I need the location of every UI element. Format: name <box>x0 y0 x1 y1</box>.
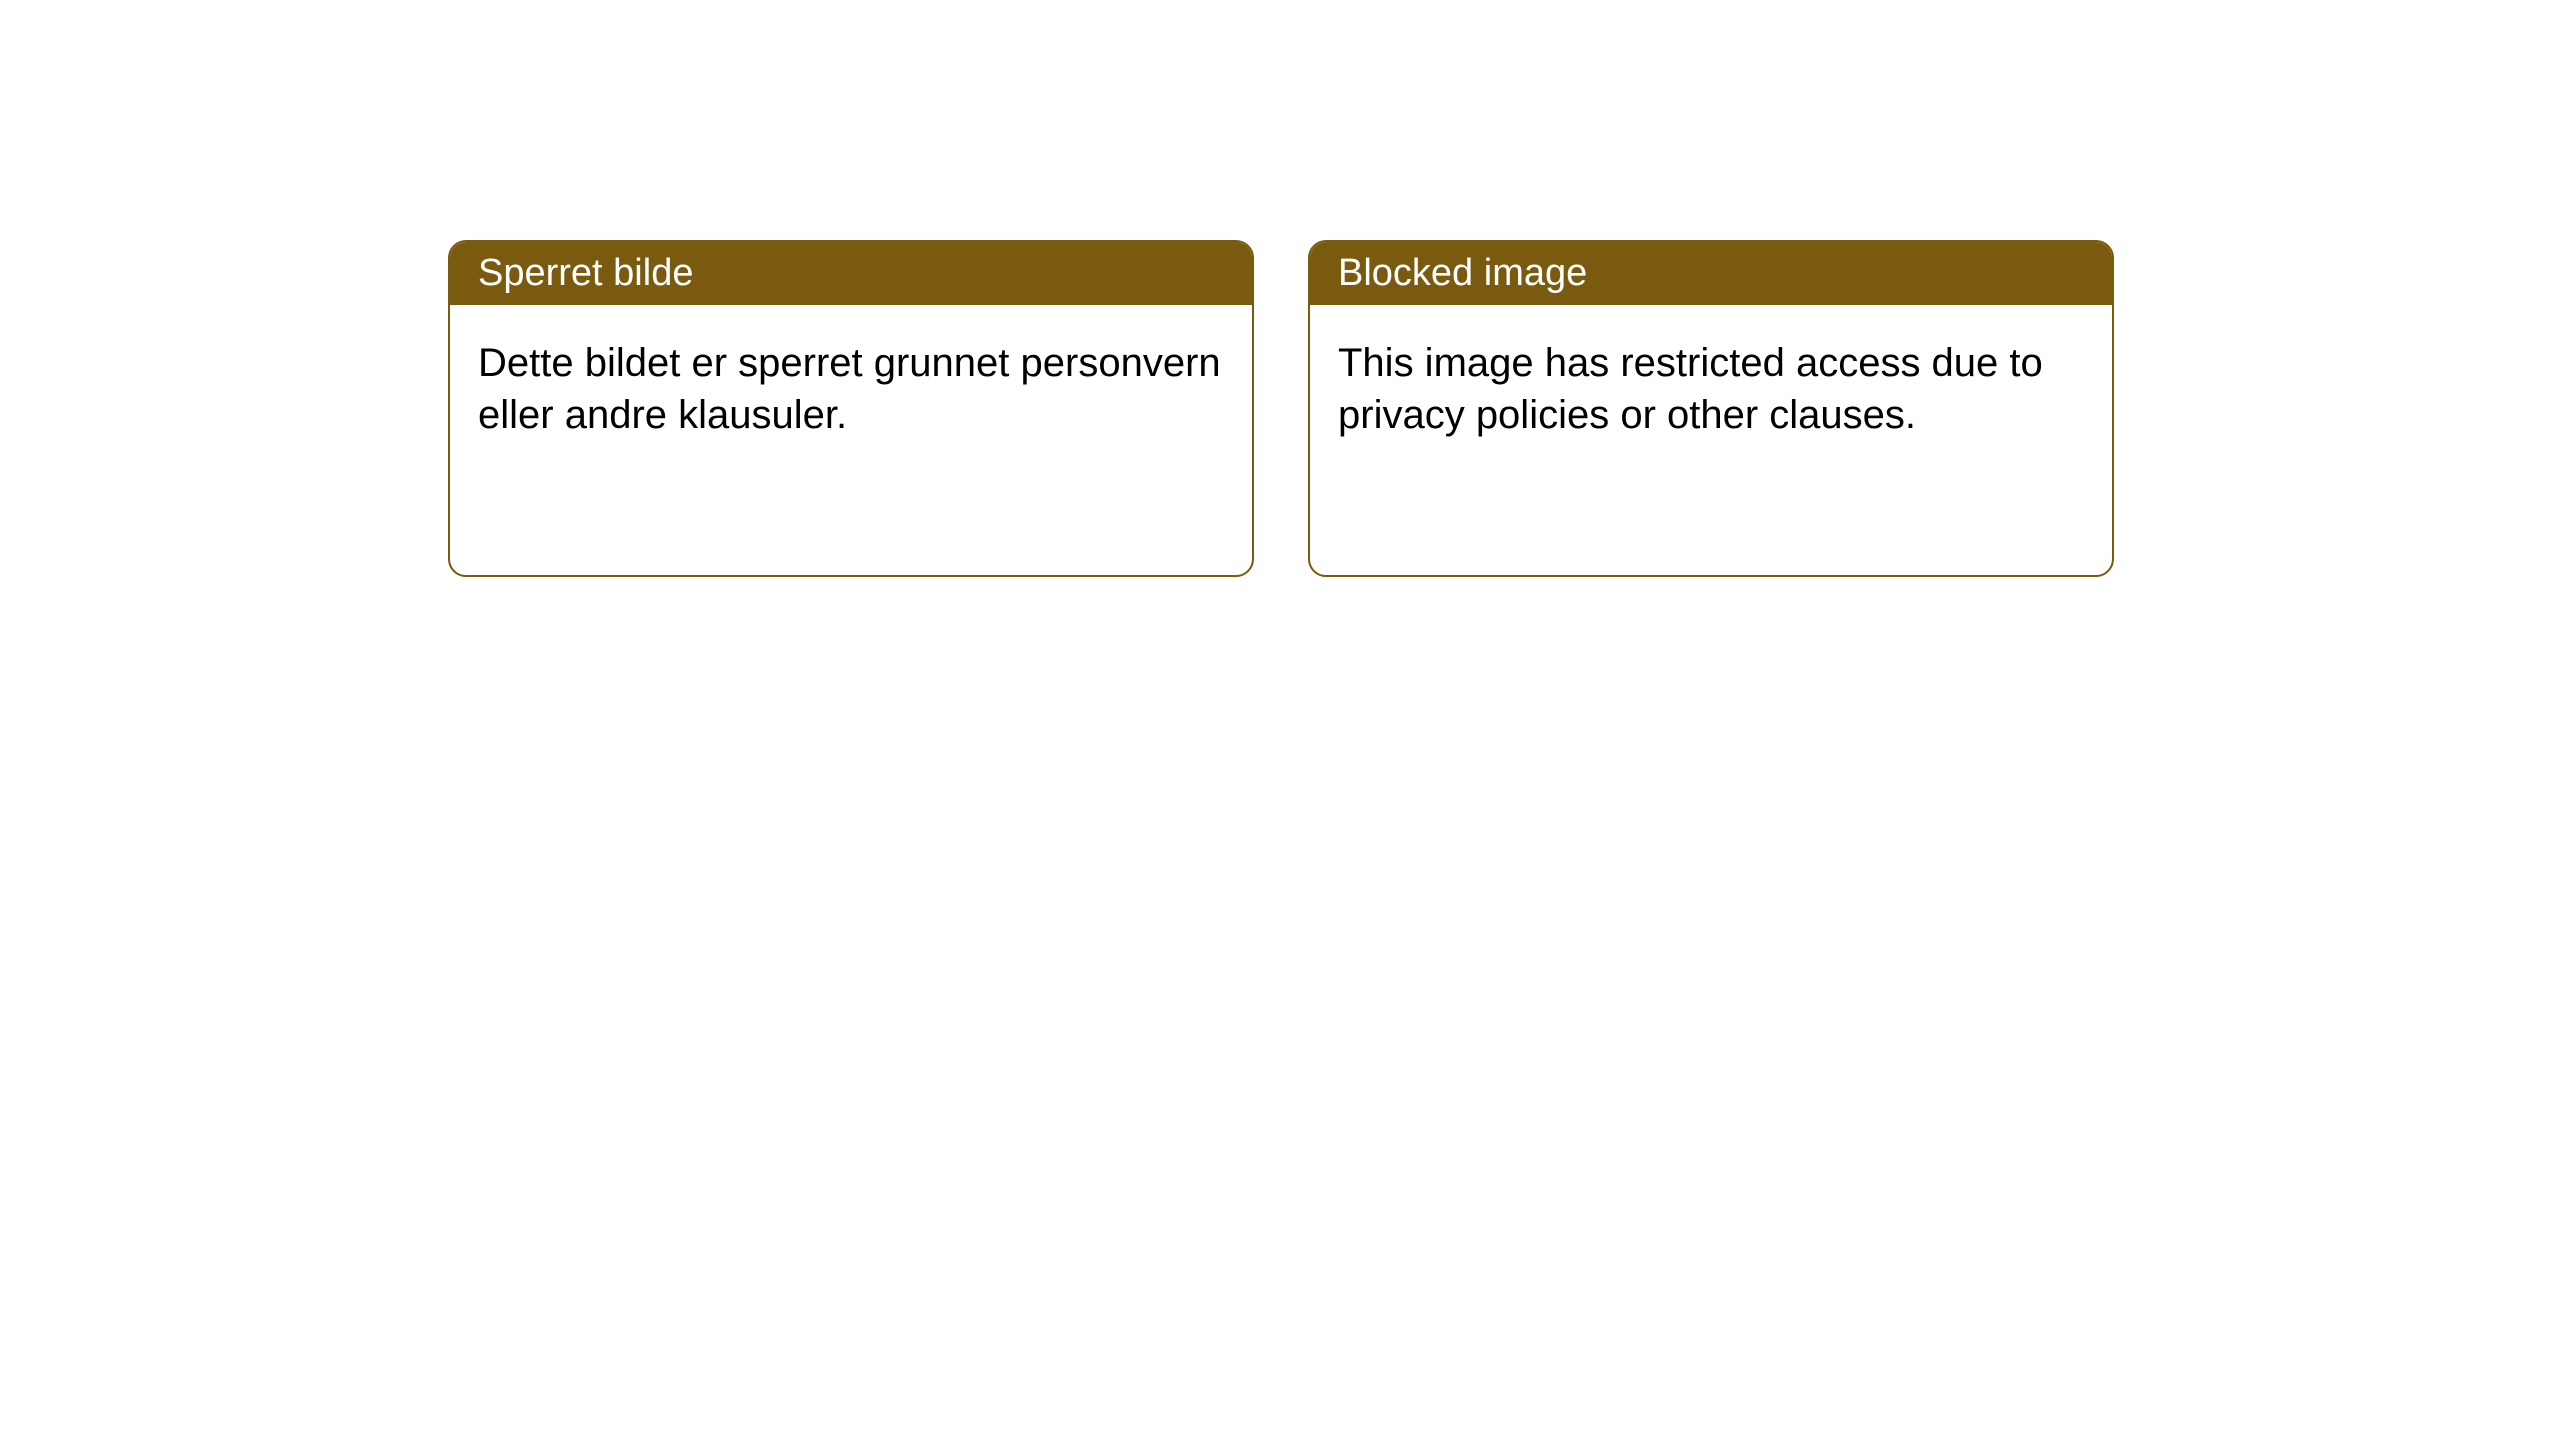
notice-card-english: Blocked image This image has restricted … <box>1308 240 2114 577</box>
notice-header: Blocked image <box>1310 242 2112 305</box>
notice-card-norwegian: Sperret bilde Dette bildet er sperret gr… <box>448 240 1254 577</box>
notice-container: Sperret bilde Dette bildet er sperret gr… <box>0 0 2560 577</box>
notice-body: Dette bildet er sperret grunnet personve… <box>450 305 1252 575</box>
notice-body: This image has restricted access due to … <box>1310 305 2112 575</box>
notice-header: Sperret bilde <box>450 242 1252 305</box>
